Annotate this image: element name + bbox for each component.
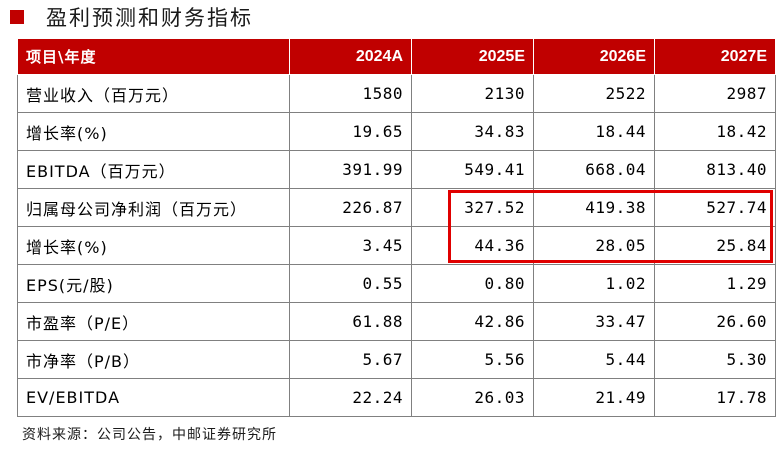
value-cell: 61.88 [289, 302, 412, 341]
header-cell: 2026E [533, 38, 655, 75]
value-cell: 5.56 [411, 340, 534, 379]
title-bar: 盈利预测和财务指标 [6, 2, 253, 32]
value-cell: 1.02 [533, 264, 655, 303]
table-row: 增长率(%) 3.45 44.36 28.05 25.84 [17, 226, 776, 265]
value-cell: 44.36 [411, 226, 534, 265]
value-cell: 327.52 [411, 188, 534, 227]
value-cell: 26.03 [411, 378, 534, 417]
value-cell: 5.30 [654, 340, 776, 379]
value-cell: 0.80 [411, 264, 534, 303]
table-row: EBITDA（百万元） 391.99 549.41 668.04 813.40 [17, 150, 776, 189]
value-cell: 527.74 [654, 188, 776, 227]
value-cell: 18.44 [533, 112, 655, 151]
row-label: EV/EBITDA [17, 378, 290, 417]
source-note: 资料来源：公司公告，中邮证券研究所 [22, 427, 277, 443]
table-header-row: 项目\年度 2024A 2025E 2026E 2027E [17, 38, 776, 75]
value-cell: 1.29 [654, 264, 776, 303]
value-cell: 391.99 [289, 150, 412, 189]
value-cell: 25.84 [654, 226, 776, 265]
value-cell: 42.86 [411, 302, 534, 341]
page-title: 盈利预测和财务指标 [46, 6, 253, 30]
header-cell: 2024A [289, 38, 412, 75]
financial-table: 项目\年度 2024A 2025E 2026E 2027E 营业收入（百万元） 1… [17, 38, 776, 417]
value-cell: 26.60 [654, 302, 776, 341]
value-cell: 18.42 [654, 112, 776, 151]
value-cell: 28.05 [533, 226, 655, 265]
table-row: 增长率(%) 19.65 34.83 18.44 18.42 [17, 112, 776, 151]
table-row: EV/EBITDA 22.24 26.03 21.49 17.78 [17, 378, 776, 417]
header-cell: 2025E [411, 38, 534, 75]
row-label: 增长率(%) [17, 226, 290, 265]
value-cell: 226.87 [289, 188, 412, 227]
value-cell: 33.47 [533, 302, 655, 341]
value-cell: 3.45 [289, 226, 412, 265]
value-cell: 549.41 [411, 150, 534, 189]
table-row: EPS(元/股) 0.55 0.80 1.02 1.29 [17, 264, 776, 303]
row-label: 营业收入（百万元） [17, 74, 290, 113]
value-cell: 19.65 [289, 112, 412, 151]
value-cell: 813.40 [654, 150, 776, 189]
value-cell: 419.38 [533, 188, 655, 227]
title-square-icon [10, 10, 24, 24]
value-cell: 1580 [289, 74, 412, 113]
value-cell: 2130 [411, 74, 534, 113]
row-label: 归属母公司净利润（百万元） [17, 188, 290, 227]
row-label: 增长率(%) [17, 112, 290, 151]
value-cell: 2987 [654, 74, 776, 113]
value-cell: 2522 [533, 74, 655, 113]
table-row: 营业收入（百万元） 1580 2130 2522 2987 [17, 74, 776, 113]
value-cell: 22.24 [289, 378, 412, 417]
row-label: EBITDA（百万元） [17, 150, 290, 189]
value-cell: 668.04 [533, 150, 655, 189]
value-cell: 0.55 [289, 264, 412, 303]
row-label: 市净率（P/B） [17, 340, 290, 379]
table-row: 归属母公司净利润（百万元） 226.87 327.52 419.38 527.74 [17, 188, 776, 227]
value-cell: 5.67 [289, 340, 412, 379]
row-label: 市盈率（P/E） [17, 302, 290, 341]
header-cell: 项目\年度 [17, 38, 290, 75]
value-cell: 5.44 [533, 340, 655, 379]
value-cell: 17.78 [654, 378, 776, 417]
value-cell: 34.83 [411, 112, 534, 151]
table-row: 市净率（P/B） 5.67 5.56 5.44 5.30 [17, 340, 776, 379]
table-row: 市盈率（P/E） 61.88 42.86 33.47 26.60 [17, 302, 776, 341]
value-cell: 21.49 [533, 378, 655, 417]
header-cell: 2027E [654, 38, 776, 75]
row-label: EPS(元/股) [17, 264, 290, 303]
